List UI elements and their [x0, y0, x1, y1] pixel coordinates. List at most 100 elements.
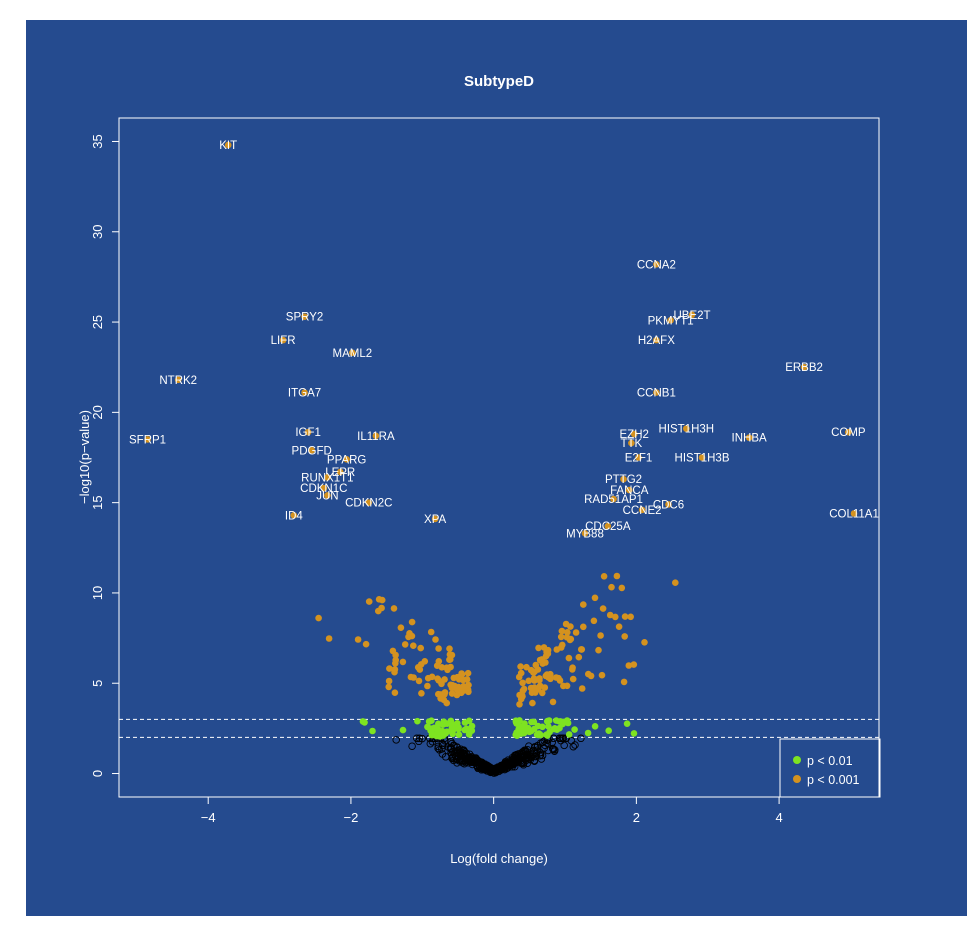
- point-p001: [531, 677, 538, 684]
- point-p01: [447, 717, 455, 725]
- point-p001: [386, 665, 393, 672]
- plot-panel: KIT CCNA2 SPRY2 UBE2T PKMYT1 LIFR H2AFX MAML2 ER…: [26, 20, 967, 916]
- point-labeled-gene: [698, 454, 706, 461]
- point-p001: [392, 651, 399, 659]
- point-nonsignificant: [558, 734, 567, 743]
- point-p01: [439, 721, 447, 728]
- gene-label: UBE2T: [673, 310, 710, 322]
- point-nonsignificant: [544, 746, 552, 755]
- point-nonsignificant: [447, 738, 455, 746]
- point-nonsignificant: [439, 741, 447, 750]
- point-labeled-gene: [144, 436, 151, 443]
- point-p001: [549, 698, 557, 706]
- point-p001: [434, 675, 441, 682]
- y-tick-label: 30: [90, 225, 105, 239]
- point-p001: [621, 633, 628, 640]
- y-axis-title: −log10(p−value): [77, 410, 92, 504]
- point-p001: [315, 614, 322, 622]
- y-tick-label: 35: [90, 134, 105, 148]
- point-p001: [465, 688, 472, 696]
- point-nonsignificant: [562, 734, 570, 743]
- point-labeled-gene: [630, 430, 638, 438]
- point-p001: [557, 644, 565, 651]
- point-labeled-gene: [324, 474, 331, 481]
- point-p001: [599, 605, 607, 612]
- point-p001: [618, 584, 626, 592]
- x-axis-title: Log(fold change): [450, 851, 548, 866]
- point-labeled-gene: [301, 313, 308, 320]
- point-p001: [416, 666, 424, 673]
- y-tick-label: 20: [90, 405, 105, 419]
- point-p001: [392, 656, 400, 664]
- point-p01: [630, 730, 638, 737]
- gene-label: RAD51AP1: [584, 494, 643, 506]
- point-p001: [620, 678, 628, 686]
- point-nonsignificant: [458, 756, 466, 765]
- point-labeled-gene: [625, 486, 633, 494]
- x-tick-label: 2: [633, 810, 640, 825]
- point-nonsignificant: [447, 745, 455, 753]
- point-p01: [514, 718, 521, 726]
- point-p001: [578, 646, 586, 653]
- point-nonsignificant: [531, 743, 539, 752]
- point-p001: [543, 648, 550, 656]
- point-p01: [468, 727, 476, 734]
- point-p001: [527, 684, 535, 692]
- point-p001: [535, 685, 542, 693]
- point-p001: [410, 674, 417, 681]
- point-p01: [414, 717, 421, 725]
- point-labeled-gene: [683, 425, 690, 432]
- point-nonsignificant: [477, 766, 486, 774]
- point-labeled-gene: [620, 475, 627, 483]
- point-labeled-gene: [224, 141, 232, 149]
- point-p001: [448, 690, 456, 697]
- point-p001: [444, 666, 451, 674]
- point-labeled-gene: [800, 363, 808, 371]
- point-p001: [517, 669, 525, 677]
- point-nonsignificant: [538, 738, 547, 747]
- point-p001: [520, 685, 528, 693]
- point-labeled-gene: [349, 349, 356, 357]
- point-nonsignificant: [408, 742, 416, 750]
- gene-label: CDKN1C: [300, 483, 347, 495]
- point-p01: [455, 731, 463, 738]
- point-p001: [564, 629, 571, 636]
- gene-label: HIST1H3H: [659, 424, 715, 436]
- point-nonsignificant: [577, 734, 585, 743]
- point-labeled-gene: [653, 389, 660, 396]
- point-labeled-gene: [628, 439, 635, 447]
- point-labeled-gene: [343, 456, 350, 463]
- point-p001: [517, 663, 524, 670]
- point-p001: [606, 611, 614, 619]
- point-p001: [525, 677, 532, 685]
- point-p001: [575, 653, 583, 661]
- point-p001: [613, 572, 621, 580]
- point-nonsignificant: [468, 758, 476, 766]
- point-nonsignificant: [536, 751, 545, 759]
- point-p001: [446, 645, 453, 652]
- point-labeled-gene: [688, 311, 696, 319]
- gene-label: EZH2: [620, 429, 649, 441]
- point-nonsignificant: [536, 748, 545, 757]
- point-p001: [441, 676, 448, 683]
- point-p001: [608, 583, 615, 591]
- point-p001: [627, 613, 634, 621]
- point-p001: [435, 645, 442, 652]
- point-labeled-gene: [581, 530, 589, 537]
- gene-label: TTK: [621, 438, 643, 450]
- gene-label: CCNB1: [637, 387, 676, 399]
- point-p001: [597, 632, 604, 639]
- point-labeled-gene: [610, 495, 617, 503]
- point-p001: [545, 674, 552, 681]
- gene-label: FANCA: [610, 485, 649, 497]
- gene-label: PDGFD: [292, 445, 332, 457]
- point-nonsignificant: [463, 756, 472, 764]
- point-p001: [448, 651, 456, 659]
- point-nonsignificant: [536, 752, 544, 760]
- point-p001: [397, 624, 405, 631]
- point-p001: [362, 640, 370, 648]
- point-p001: [390, 605, 398, 612]
- y-tick-label: 15: [90, 495, 105, 509]
- point-labeled-gene: [365, 499, 373, 506]
